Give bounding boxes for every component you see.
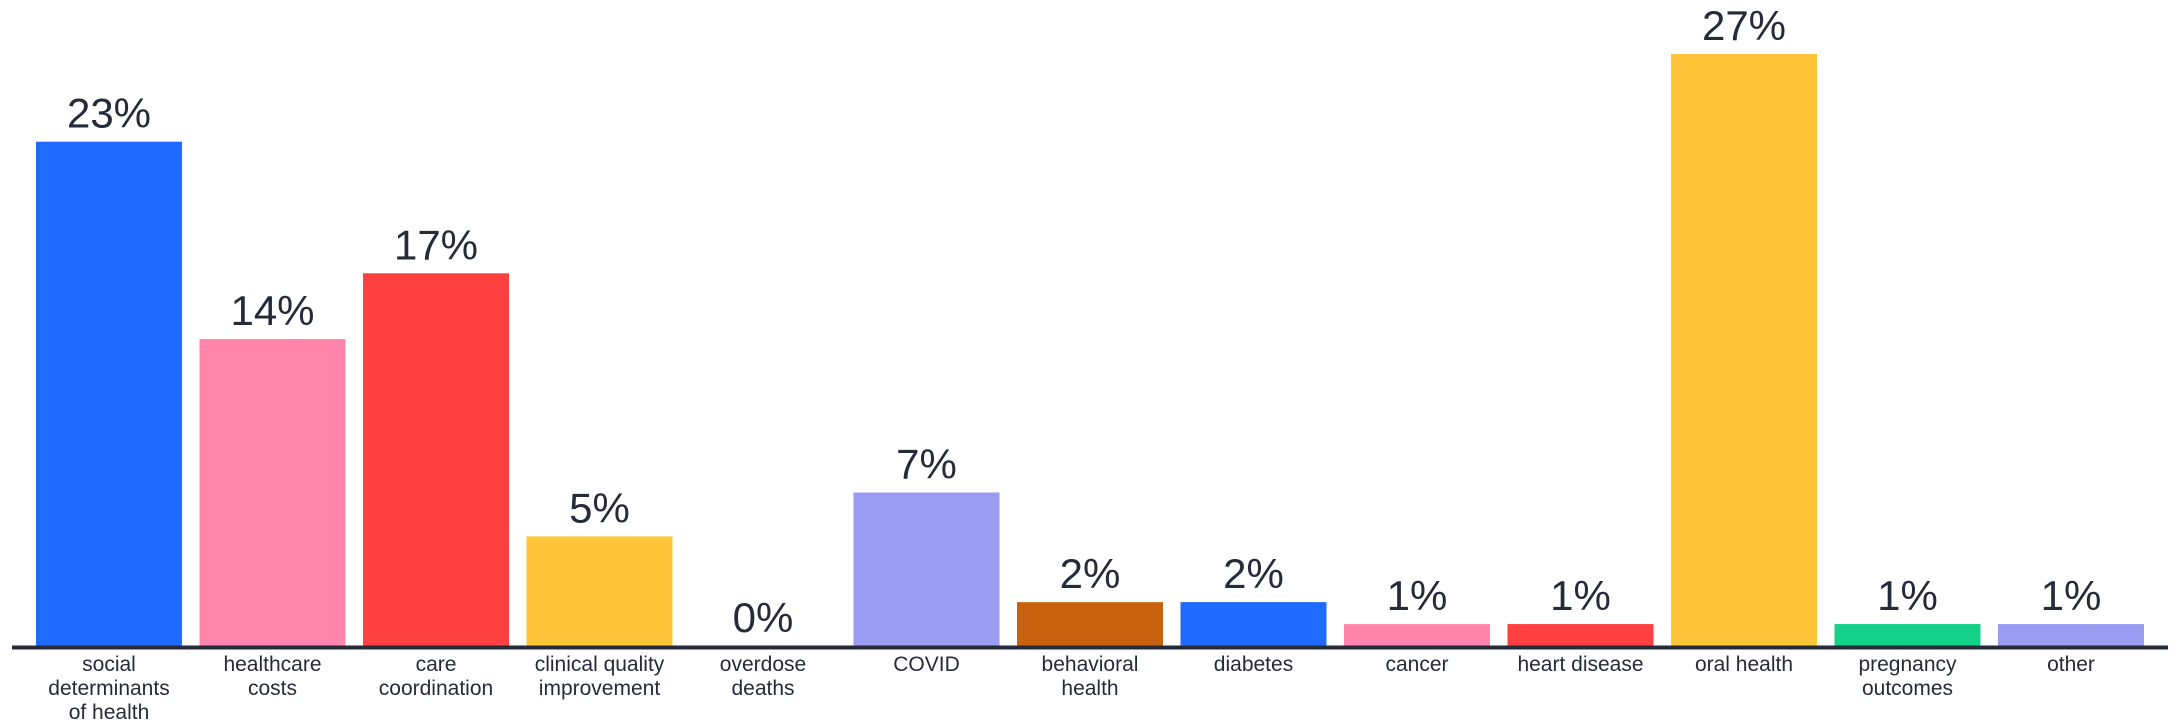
category-label-10: oral health	[1695, 653, 1793, 676]
category-label-line: costs	[248, 677, 297, 700]
value-label-7: 2%	[1223, 550, 1284, 597]
category-label-6: behavioral health	[1042, 653, 1139, 700]
category-label-2: care coordination	[379, 653, 493, 700]
bar-12	[1998, 624, 2144, 646]
value-label-5: 7%	[896, 441, 957, 488]
category-label-line: of health	[69, 701, 150, 724]
category-label-8: cancer	[1385, 653, 1448, 676]
bar-3	[526, 536, 673, 646]
category-label-4: overdose deaths	[720, 653, 806, 700]
category-label-11: pregnancy outcomes	[1858, 653, 1957, 700]
category-label-7: diabetes	[1214, 653, 1293, 676]
category-label-line: cancer	[1385, 653, 1448, 676]
category-label-line: health	[1061, 677, 1118, 700]
bar-2	[363, 273, 509, 646]
category-label-line: pregnancy	[1858, 653, 1957, 676]
value-label-9: 1%	[1550, 572, 1611, 619]
value-labels-group: 23% 14% 17% 5% 0% 7% 2% 2% 1% 1% 27% 1% 1%	[67, 2, 2101, 641]
bar-0	[36, 141, 182, 646]
value-label-12: 1%	[2041, 572, 2102, 619]
bars-group	[36, 54, 2144, 646]
category-label-line: COVID	[893, 653, 960, 676]
category-label-line: healthcare	[223, 653, 321, 676]
value-label-1: 14%	[230, 287, 314, 334]
bar-9	[1507, 624, 1654, 646]
category-label-line: heart disease	[1517, 653, 1643, 676]
bar-7	[1180, 602, 1327, 646]
category-label-line: behavioral	[1042, 653, 1139, 676]
category-label-line: determinants	[48, 677, 169, 700]
bar-10	[1671, 54, 1817, 646]
category-label-line: improvement	[539, 677, 661, 700]
category-label-line: deaths	[731, 677, 794, 700]
category-label-line: clinical quality	[535, 653, 665, 676]
category-label-line: social	[82, 653, 136, 676]
value-label-3: 5%	[569, 484, 630, 531]
bar-5	[853, 492, 1000, 646]
bar-11	[1834, 624, 1981, 646]
category-label-line: coordination	[379, 677, 493, 700]
value-label-11: 1%	[1877, 572, 1938, 619]
category-label-line: care	[416, 653, 457, 676]
category-label-9: heart disease	[1517, 653, 1643, 676]
category-label-5: COVID	[893, 653, 960, 676]
value-label-2: 17%	[394, 221, 478, 268]
category-label-0: social determinants of health	[48, 653, 169, 724]
category-label-line: outcomes	[1862, 677, 1953, 700]
bar-6	[1017, 602, 1163, 646]
category-label-12: other	[2047, 653, 2095, 676]
bar-1	[199, 339, 346, 646]
category-label-line: diabetes	[1214, 653, 1293, 676]
category-label-line: oral health	[1695, 653, 1793, 676]
value-label-4: 0%	[733, 594, 794, 641]
category-label-line: overdose	[720, 653, 806, 676]
category-label-3: clinical quality improvement	[535, 653, 665, 700]
category-label-1: healthcare costs	[223, 653, 321, 700]
category-label-line: other	[2047, 653, 2095, 676]
bar-8	[1344, 624, 1490, 646]
value-label-6: 2%	[1060, 550, 1121, 597]
value-label-0: 23%	[67, 90, 151, 137]
value-label-8: 1%	[1387, 572, 1448, 619]
value-label-10: 27%	[1702, 2, 1786, 49]
